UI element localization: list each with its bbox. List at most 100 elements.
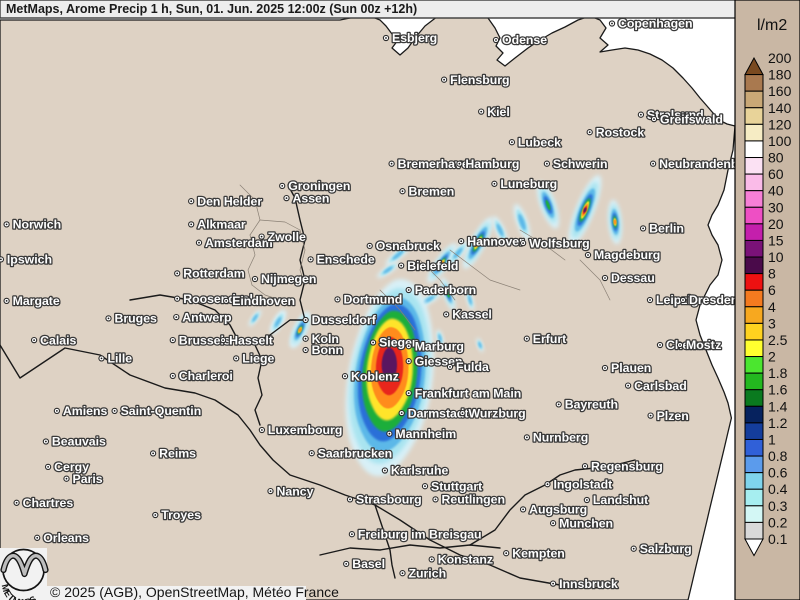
svg-text:© 2025 (AGB), OpenStreetMap, M: © 2025 (AGB), OpenStreetMap, Météo Franc… <box>50 584 339 600</box>
svg-text:Konstanz: Konstanz <box>438 553 493 567</box>
svg-text:Dresden: Dresden <box>689 293 738 307</box>
svg-text:Rostock: Rostock <box>596 125 645 139</box>
svg-text:Ipswich: Ipswich <box>7 253 52 267</box>
svg-text:30: 30 <box>768 199 784 215</box>
svg-text:Dessau: Dessau <box>611 271 655 285</box>
svg-text:0.4: 0.4 <box>768 481 788 497</box>
svg-text:Eindhoven: Eindhoven <box>232 294 295 308</box>
svg-text:Beauvais: Beauvais <box>52 435 106 449</box>
svg-text:140: 140 <box>768 100 792 116</box>
svg-text:Siegen: Siegen <box>379 336 419 350</box>
svg-text:Alkmaar: Alkmaar <box>197 218 246 232</box>
svg-text:Regensburg: Regensburg <box>591 459 663 473</box>
svg-text:40: 40 <box>768 183 784 199</box>
svg-text:Schwerin: Schwerin <box>553 157 608 171</box>
svg-text:Den Helder: Den Helder <box>197 194 262 208</box>
svg-text:Amiens: Amiens <box>63 404 108 418</box>
svg-text:0.3: 0.3 <box>768 498 788 514</box>
svg-text:Esbjerg: Esbjerg <box>392 31 437 45</box>
svg-text:Koblenz: Koblenz <box>351 369 399 383</box>
svg-text:Lille: Lille <box>108 352 133 366</box>
svg-text:Kassel: Kassel <box>452 308 492 322</box>
svg-text:Saint-Quentin: Saint-Quentin <box>121 404 202 418</box>
svg-text:6: 6 <box>768 282 776 298</box>
svg-text:Rotterdam: Rotterdam <box>183 267 245 281</box>
svg-text:Munchen: Munchen <box>559 516 613 530</box>
svg-text:Chartres: Chartres <box>23 496 74 510</box>
svg-text:Plauen: Plauen <box>611 361 651 375</box>
svg-text:1.2: 1.2 <box>768 415 788 431</box>
svg-text:Hamburg: Hamburg <box>465 157 519 171</box>
svg-text:80: 80 <box>768 150 784 166</box>
svg-text:Margate: Margate <box>13 294 60 308</box>
svg-text:Orleans: Orleans <box>43 531 89 545</box>
svg-text:3: 3 <box>768 315 776 331</box>
svg-text:Bayreuth: Bayreuth <box>565 398 618 412</box>
svg-text:0.1: 0.1 <box>768 531 788 547</box>
svg-text:10: 10 <box>768 249 784 265</box>
svg-text:Marburg: Marburg <box>415 339 464 353</box>
svg-text:1.4: 1.4 <box>768 398 788 414</box>
svg-text:Wurzburg: Wurzburg <box>469 406 526 420</box>
svg-text:MetMaps, Arome Precip 1 h, Sun: MetMaps, Arome Precip 1 h, Sun, 01. Jun.… <box>6 2 417 16</box>
svg-text:Osnabruck: Osnabruck <box>376 239 440 253</box>
svg-text:Hasselt: Hasselt <box>229 333 273 347</box>
svg-text:8: 8 <box>768 266 776 282</box>
svg-text:Mannheim: Mannheim <box>395 427 456 441</box>
svg-text:200: 200 <box>768 50 792 66</box>
svg-text:Zurich: Zurich <box>409 566 447 580</box>
svg-text:180: 180 <box>768 67 792 83</box>
svg-text:Augsburg: Augsburg <box>529 503 587 517</box>
svg-text:Reims: Reims <box>159 447 196 461</box>
svg-text:Lubeck: Lubeck <box>518 135 561 149</box>
svg-text:Flensburg: Flensburg <box>450 73 509 87</box>
svg-text:Landshut: Landshut <box>593 493 648 507</box>
svg-text:1.6: 1.6 <box>768 382 788 398</box>
svg-text:0.6: 0.6 <box>768 465 788 481</box>
svg-text:Plzen: Plzen <box>657 409 689 423</box>
svg-text:Dortmund: Dortmund <box>344 293 403 307</box>
svg-text:20: 20 <box>768 216 784 232</box>
svg-text:Saarbrucken: Saarbrucken <box>318 446 393 460</box>
svg-text:Greifswald: Greifswald <box>660 112 723 126</box>
svg-text:Kiel: Kiel <box>487 105 510 119</box>
svg-text:0.8: 0.8 <box>768 448 788 464</box>
svg-text:100: 100 <box>768 133 792 149</box>
svg-text:Norwich: Norwich <box>13 218 62 232</box>
svg-text:Basel: Basel <box>352 557 385 571</box>
svg-text:l/m2: l/m2 <box>757 17 787 34</box>
svg-text:Paris: Paris <box>73 472 103 486</box>
svg-text:Kempten: Kempten <box>512 546 565 560</box>
svg-text:Reutlingen: Reutlingen <box>442 493 506 507</box>
svg-text:Luxembourg: Luxembourg <box>268 423 342 437</box>
svg-text:Ingolstadt: Ingolstadt <box>554 477 613 491</box>
svg-text:160: 160 <box>768 83 792 99</box>
svg-text:Liege: Liege <box>242 352 274 366</box>
svg-text:Bielefeld: Bielefeld <box>407 259 458 273</box>
svg-text:Innsbruck: Innsbruck <box>559 577 618 591</box>
svg-text:Freiburg im Breisgau: Freiburg im Breisgau <box>358 527 482 541</box>
svg-text:Most: Most <box>686 338 715 352</box>
svg-text:Charleroi: Charleroi <box>179 369 233 383</box>
svg-text:Antwerp: Antwerp <box>182 310 231 324</box>
svg-text:Nijmegen: Nijmegen <box>261 272 316 286</box>
svg-text:Wolfsburg: Wolfsburg <box>529 236 590 250</box>
svg-text:Assen: Assen <box>293 191 330 205</box>
svg-text:Enschede: Enschede <box>317 253 375 267</box>
svg-text:Odense: Odense <box>502 33 547 47</box>
svg-text:Stuttgart: Stuttgart <box>431 479 482 493</box>
svg-text:Nancy: Nancy <box>277 484 314 498</box>
svg-text:Berlin: Berlin <box>649 222 684 236</box>
svg-text:Karlsruhe: Karlsruhe <box>391 464 449 478</box>
svg-text:4: 4 <box>768 299 776 315</box>
svg-text:Carlsbad: Carlsbad <box>634 379 687 393</box>
svg-text:Calais: Calais <box>40 333 76 347</box>
svg-text:2.5: 2.5 <box>768 332 788 348</box>
svg-text:Magdeburg: Magdeburg <box>594 248 660 262</box>
svg-text:15: 15 <box>768 232 784 248</box>
svg-text:60: 60 <box>768 166 784 182</box>
svg-text:0.2: 0.2 <box>768 514 788 530</box>
svg-text:1: 1 <box>768 431 776 447</box>
svg-text:Luneburg: Luneburg <box>500 177 557 191</box>
svg-text:120: 120 <box>768 116 792 132</box>
